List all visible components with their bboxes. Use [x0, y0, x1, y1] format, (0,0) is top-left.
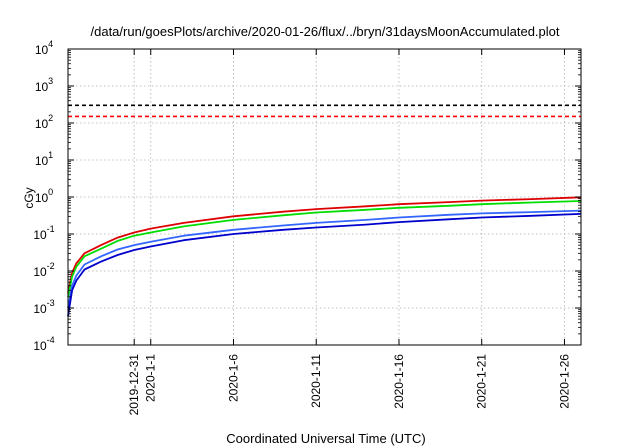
reference-lines — [68, 104, 581, 118]
x-tick-label: 2020-1-6 — [226, 354, 240, 402]
x-tick-label: 2020-1-1 — [144, 354, 158, 402]
y-tick-label: 100 — [35, 187, 53, 205]
x-tick-label: 2020-1-26 — [557, 354, 571, 409]
x-tick-label: 2020-1-21 — [475, 354, 489, 409]
y-tick-label: 10-2 — [33, 261, 54, 279]
x-tick-label: 2020-1-16 — [392, 354, 406, 409]
x-tick-label: 2020-1-11 — [309, 354, 323, 408]
series-line — [67, 209, 582, 309]
y-tick-label: 10-3 — [33, 298, 54, 316]
series-line — [67, 200, 582, 298]
chart-title: /data/run/goesPlots/archive/2020-01-26/f… — [91, 24, 560, 39]
y-tick-label: 103 — [35, 76, 53, 94]
x-axis-label: Coordinated Universal Time (UTC) — [226, 431, 425, 446]
series-lines — [67, 196, 582, 317]
x-axis: 2019-12-31 2020-1-1 2020-1-6 2020-1-11 2020-… — [127, 49, 571, 415]
x-tick-label: 2019-12-31 — [127, 354, 141, 416]
grid — [68, 49, 581, 345]
y-axis-label: cGy — [22, 187, 36, 208]
series-line — [67, 213, 582, 317]
y-tick-label: 10-1 — [33, 224, 54, 242]
series-line — [67, 196, 582, 294]
y-tick-label: 101 — [35, 150, 53, 168]
y-tick-label: 104 — [35, 39, 53, 57]
y-axis: 10-4 10-3 10-2 10-1 100 101 102 103 104 — [33, 39, 581, 353]
y-tick-label: 10-4 — [33, 335, 54, 353]
y-tick-label: 102 — [35, 113, 53, 131]
